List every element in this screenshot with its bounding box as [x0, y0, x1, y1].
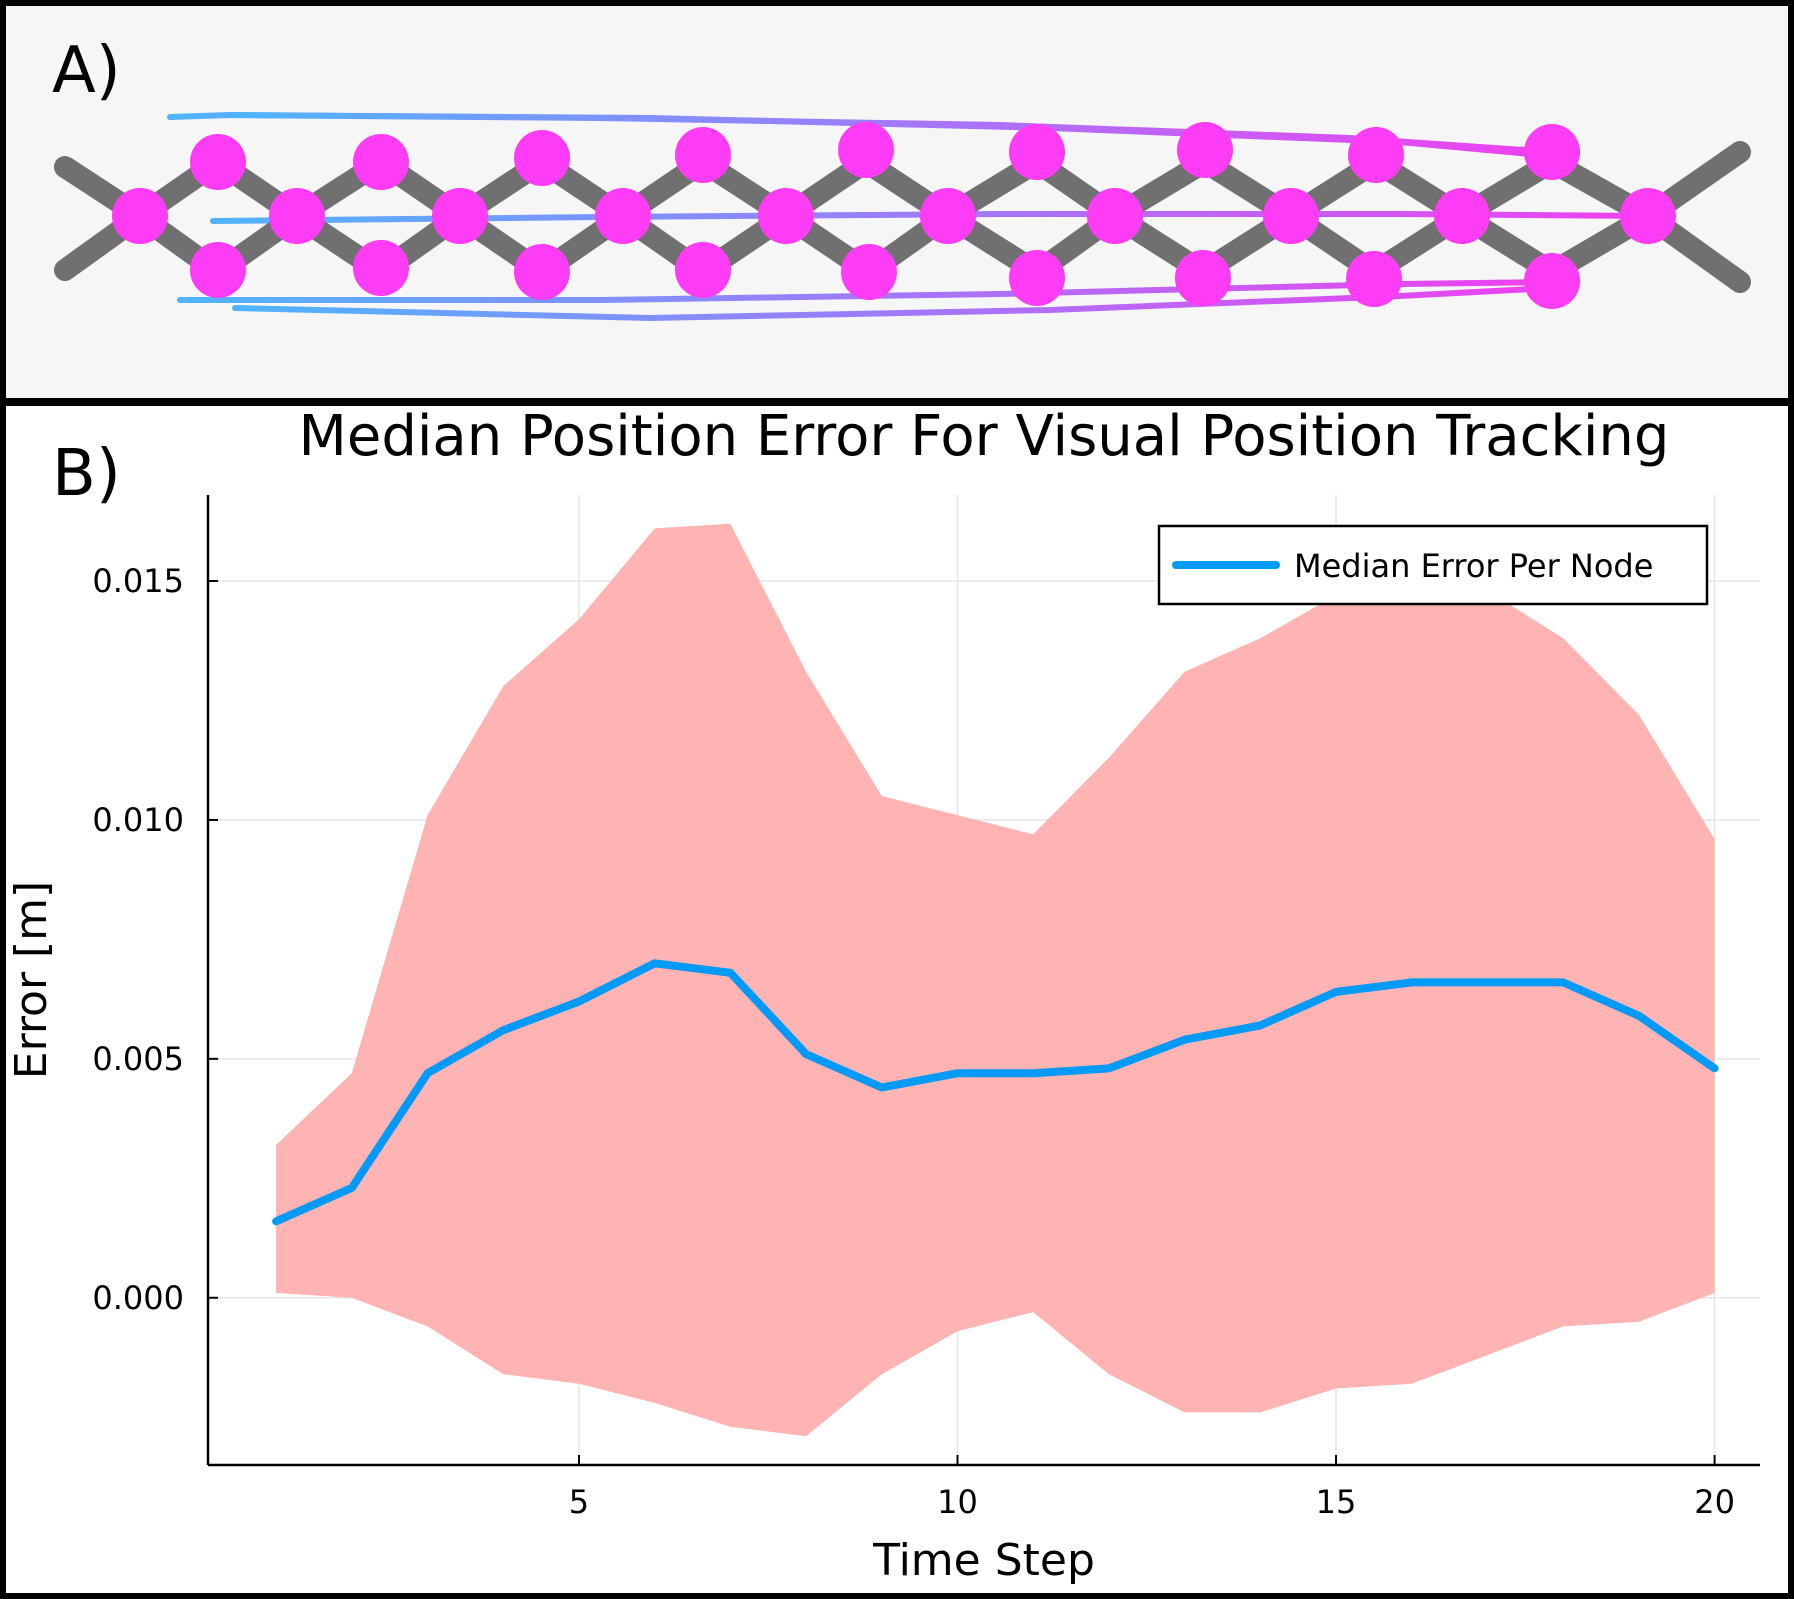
- truss-node: [1087, 188, 1143, 244]
- y-axis-label: Error [m]: [6, 881, 57, 1079]
- legend-entry-median: Median Error Per Node: [1294, 547, 1653, 585]
- truss-node: [269, 188, 325, 244]
- truss-node: [1348, 127, 1404, 183]
- motion-trail: [232, 285, 1555, 322]
- truss-node: [595, 188, 651, 244]
- y-tick-label: 0.015: [92, 562, 184, 600]
- x-tick-label: 10: [937, 1483, 978, 1521]
- truss-nodes: [112, 122, 1676, 309]
- truss-node: [1009, 250, 1065, 306]
- truss-node: [514, 244, 570, 300]
- truss-node: [190, 242, 246, 298]
- panel-a: A): [0, 0, 1794, 404]
- truss-node: [841, 244, 897, 300]
- truss-node: [1620, 188, 1676, 244]
- error-band: [276, 523, 1715, 1437]
- truss-node: [190, 134, 246, 190]
- motion-trail: [177, 279, 1555, 303]
- truss-node: [838, 122, 894, 178]
- y-tick-label: 0.005: [92, 1040, 184, 1078]
- truss-node: [675, 242, 731, 298]
- truss-node: [1346, 251, 1402, 307]
- y-tick-label: 0.010: [92, 801, 184, 839]
- x-ticks: 5 10 15 20: [569, 1455, 1735, 1521]
- truss-node: [675, 127, 731, 183]
- median-error-line: [272, 959, 1719, 1226]
- truss-node: [1009, 124, 1065, 180]
- y-ticks: 0.000 0.005 0.010 0.015: [92, 562, 218, 1317]
- x-tick-label: 20: [1694, 1483, 1735, 1521]
- chart-title: Median Position Error For Visual Positio…: [299, 404, 1670, 469]
- truss-node: [1434, 188, 1490, 244]
- truss-node: [920, 188, 976, 244]
- truss-node: [1524, 253, 1580, 309]
- truss-node: [1263, 188, 1319, 244]
- truss-node: [1177, 122, 1233, 178]
- truss-node: [758, 188, 814, 244]
- truss-node: [1524, 124, 1580, 180]
- panel-a-label: A): [52, 34, 121, 108]
- truss-node: [432, 188, 488, 244]
- panel-b: B) Median Position Error For Visual Posi…: [0, 400, 1794, 1599]
- truss-node: [112, 188, 168, 244]
- x-tick-label: 15: [1316, 1483, 1357, 1521]
- x-axis-label: Time Step: [872, 1535, 1095, 1586]
- legend: Median Error Per Node: [1157, 524, 1709, 606]
- truss-node: [353, 134, 409, 190]
- y-tick-label: 0.000: [92, 1279, 184, 1317]
- truss-node: [353, 240, 409, 296]
- x-tick-label: 5: [569, 1483, 589, 1521]
- truss-node: [514, 130, 570, 186]
- panel-b-label: B): [52, 437, 121, 511]
- truss-node: [1175, 250, 1231, 306]
